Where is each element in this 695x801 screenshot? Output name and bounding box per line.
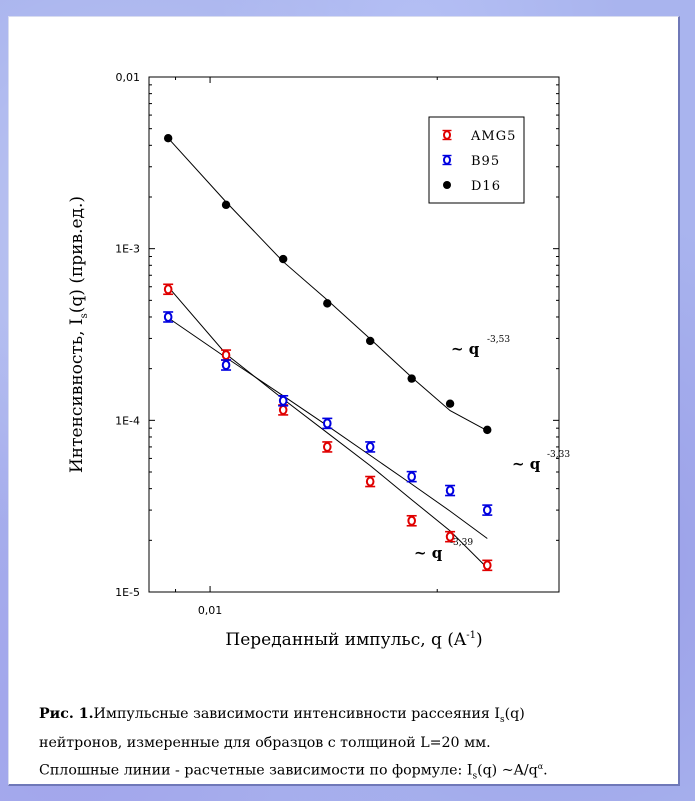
- marker-circle: [407, 471, 416, 482]
- legend-marker-amg5: [442, 129, 452, 141]
- marker-circle: [221, 350, 231, 361]
- marker-circle: [482, 505, 492, 516]
- marker-circle: [365, 441, 375, 452]
- y-axis-label-text: Интенсивность, I: [67, 318, 87, 473]
- data-point-b95: [278, 394, 289, 407]
- y-axis-label-sub: s: [79, 313, 90, 318]
- data-point-d16: [365, 336, 375, 346]
- plot-frame: [148, 76, 560, 593]
- legend-marker-d16: [443, 181, 451, 189]
- data-point-amg5: [221, 349, 232, 361]
- x-tick-label: 0,01: [198, 604, 223, 617]
- figure-caption: Рис. 1.Импульсные зависимости интенсивно…: [39, 703, 679, 788]
- fit-line-d16: [167, 137, 488, 432]
- legend-label-b95: B95: [471, 154, 500, 169]
- y-axis-label-end: (q) (прив.ед.): [67, 196, 87, 313]
- marker-circle: [445, 531, 455, 542]
- marker-circle: [163, 311, 173, 322]
- data-point-amg5: [365, 475, 376, 488]
- marker-circle: [322, 418, 332, 429]
- data-point-d16: [407, 374, 416, 383]
- x-axis-label-text: Переданный импульс, q (A: [225, 630, 467, 650]
- legend-marker-circle: [443, 130, 451, 140]
- x-axis-label: Переданный импульс, q (A-1): [225, 630, 482, 650]
- annotation-exponent-amg5: -3,39: [450, 538, 473, 548]
- marker-circle: [278, 404, 288, 415]
- y-tick-label: 1E-5: [115, 586, 140, 599]
- marker-circle: [445, 485, 455, 496]
- data-point-amg5: [482, 559, 493, 572]
- data-point-d16: [323, 299, 332, 308]
- data-point-b95: [406, 470, 417, 483]
- caption-line-2: нейтронов, измеренные для образцов с тол…: [39, 734, 491, 751]
- marker-circle: [163, 284, 173, 295]
- legend-label-amg5: AMG5: [470, 129, 516, 144]
- marker-circle: [365, 476, 375, 487]
- data-point-b95: [163, 311, 174, 323]
- marker-circle: [322, 441, 332, 452]
- caption-line-3: Сплошные линии - расчетные зависимости п…: [39, 755, 679, 789]
- y-tick-label: 1E-3: [115, 243, 140, 256]
- data-point-d16: [278, 254, 288, 264]
- caption-line-1-end: (q): [504, 706, 525, 722]
- y-axis-label: Интенсивность, Is(q) (прив.ед.): [67, 196, 90, 473]
- legend-label-d16: D16: [471, 179, 501, 194]
- caption-figure-label: Рис. 1.: [39, 706, 94, 722]
- data-point-d16: [221, 200, 231, 210]
- marker-circle: [407, 515, 416, 526]
- data-point-amg5: [406, 514, 417, 527]
- caption-line-3-mid: (q) ~A/q: [477, 762, 538, 779]
- data-point-b95: [482, 504, 493, 516]
- data-point-b95: [365, 441, 376, 453]
- annotation-exponent-b95: -3,33: [547, 450, 570, 460]
- annotation-label-amg5: ~ q: [414, 544, 443, 562]
- data-point-amg5: [322, 441, 333, 453]
- fit-line-b95: [167, 317, 488, 539]
- marker-circle: [221, 360, 231, 371]
- figure-panel: 1E-5 1E-4 1E-3 0,01 0,01 Переданный импульс, …: [8, 16, 680, 786]
- data-point-d16: [163, 134, 173, 143]
- y-tick-label: 0,01: [116, 71, 141, 84]
- fit-line-amg5: [167, 286, 488, 569]
- data-point-amg5: [163, 283, 174, 296]
- data-point-d16: [483, 425, 492, 435]
- marker-circle: [482, 560, 492, 571]
- caption-line-3-text: Сплошные линии - расчетные зависимости п…: [39, 762, 473, 779]
- data-point-b95: [221, 359, 232, 371]
- caption-line-1-text: Импульсные зависимости интенсивности рас…: [93, 706, 500, 722]
- annotation-exponent-d16: -3,53: [487, 335, 510, 345]
- caption-line-1-sub: s: [499, 714, 505, 725]
- caption-line-3-end: .: [543, 762, 548, 779]
- x-axis-label-sup: -1: [466, 630, 476, 641]
- caption-line-3-sup: α: [537, 761, 544, 771]
- x-axis-label-end: ): [476, 630, 483, 650]
- data-point-b95: [445, 484, 456, 497]
- legend-marker-b95: [442, 154, 452, 166]
- y-tick-label: 1E-4: [115, 414, 140, 427]
- data-point-amg5: [445, 530, 456, 543]
- marker-circle: [278, 395, 288, 406]
- annotation-label-b95: ~ q: [512, 455, 541, 473]
- legend-marker-circle: [443, 155, 451, 165]
- data-point-d16: [445, 399, 455, 408]
- data-point-b95: [322, 417, 333, 430]
- caption-line-3-sub: s: [472, 771, 478, 782]
- caption-line-1: Рис. 1.Импульсные зависимости интенсивно…: [39, 703, 679, 732]
- annotation-label-d16: ~ q: [451, 340, 480, 358]
